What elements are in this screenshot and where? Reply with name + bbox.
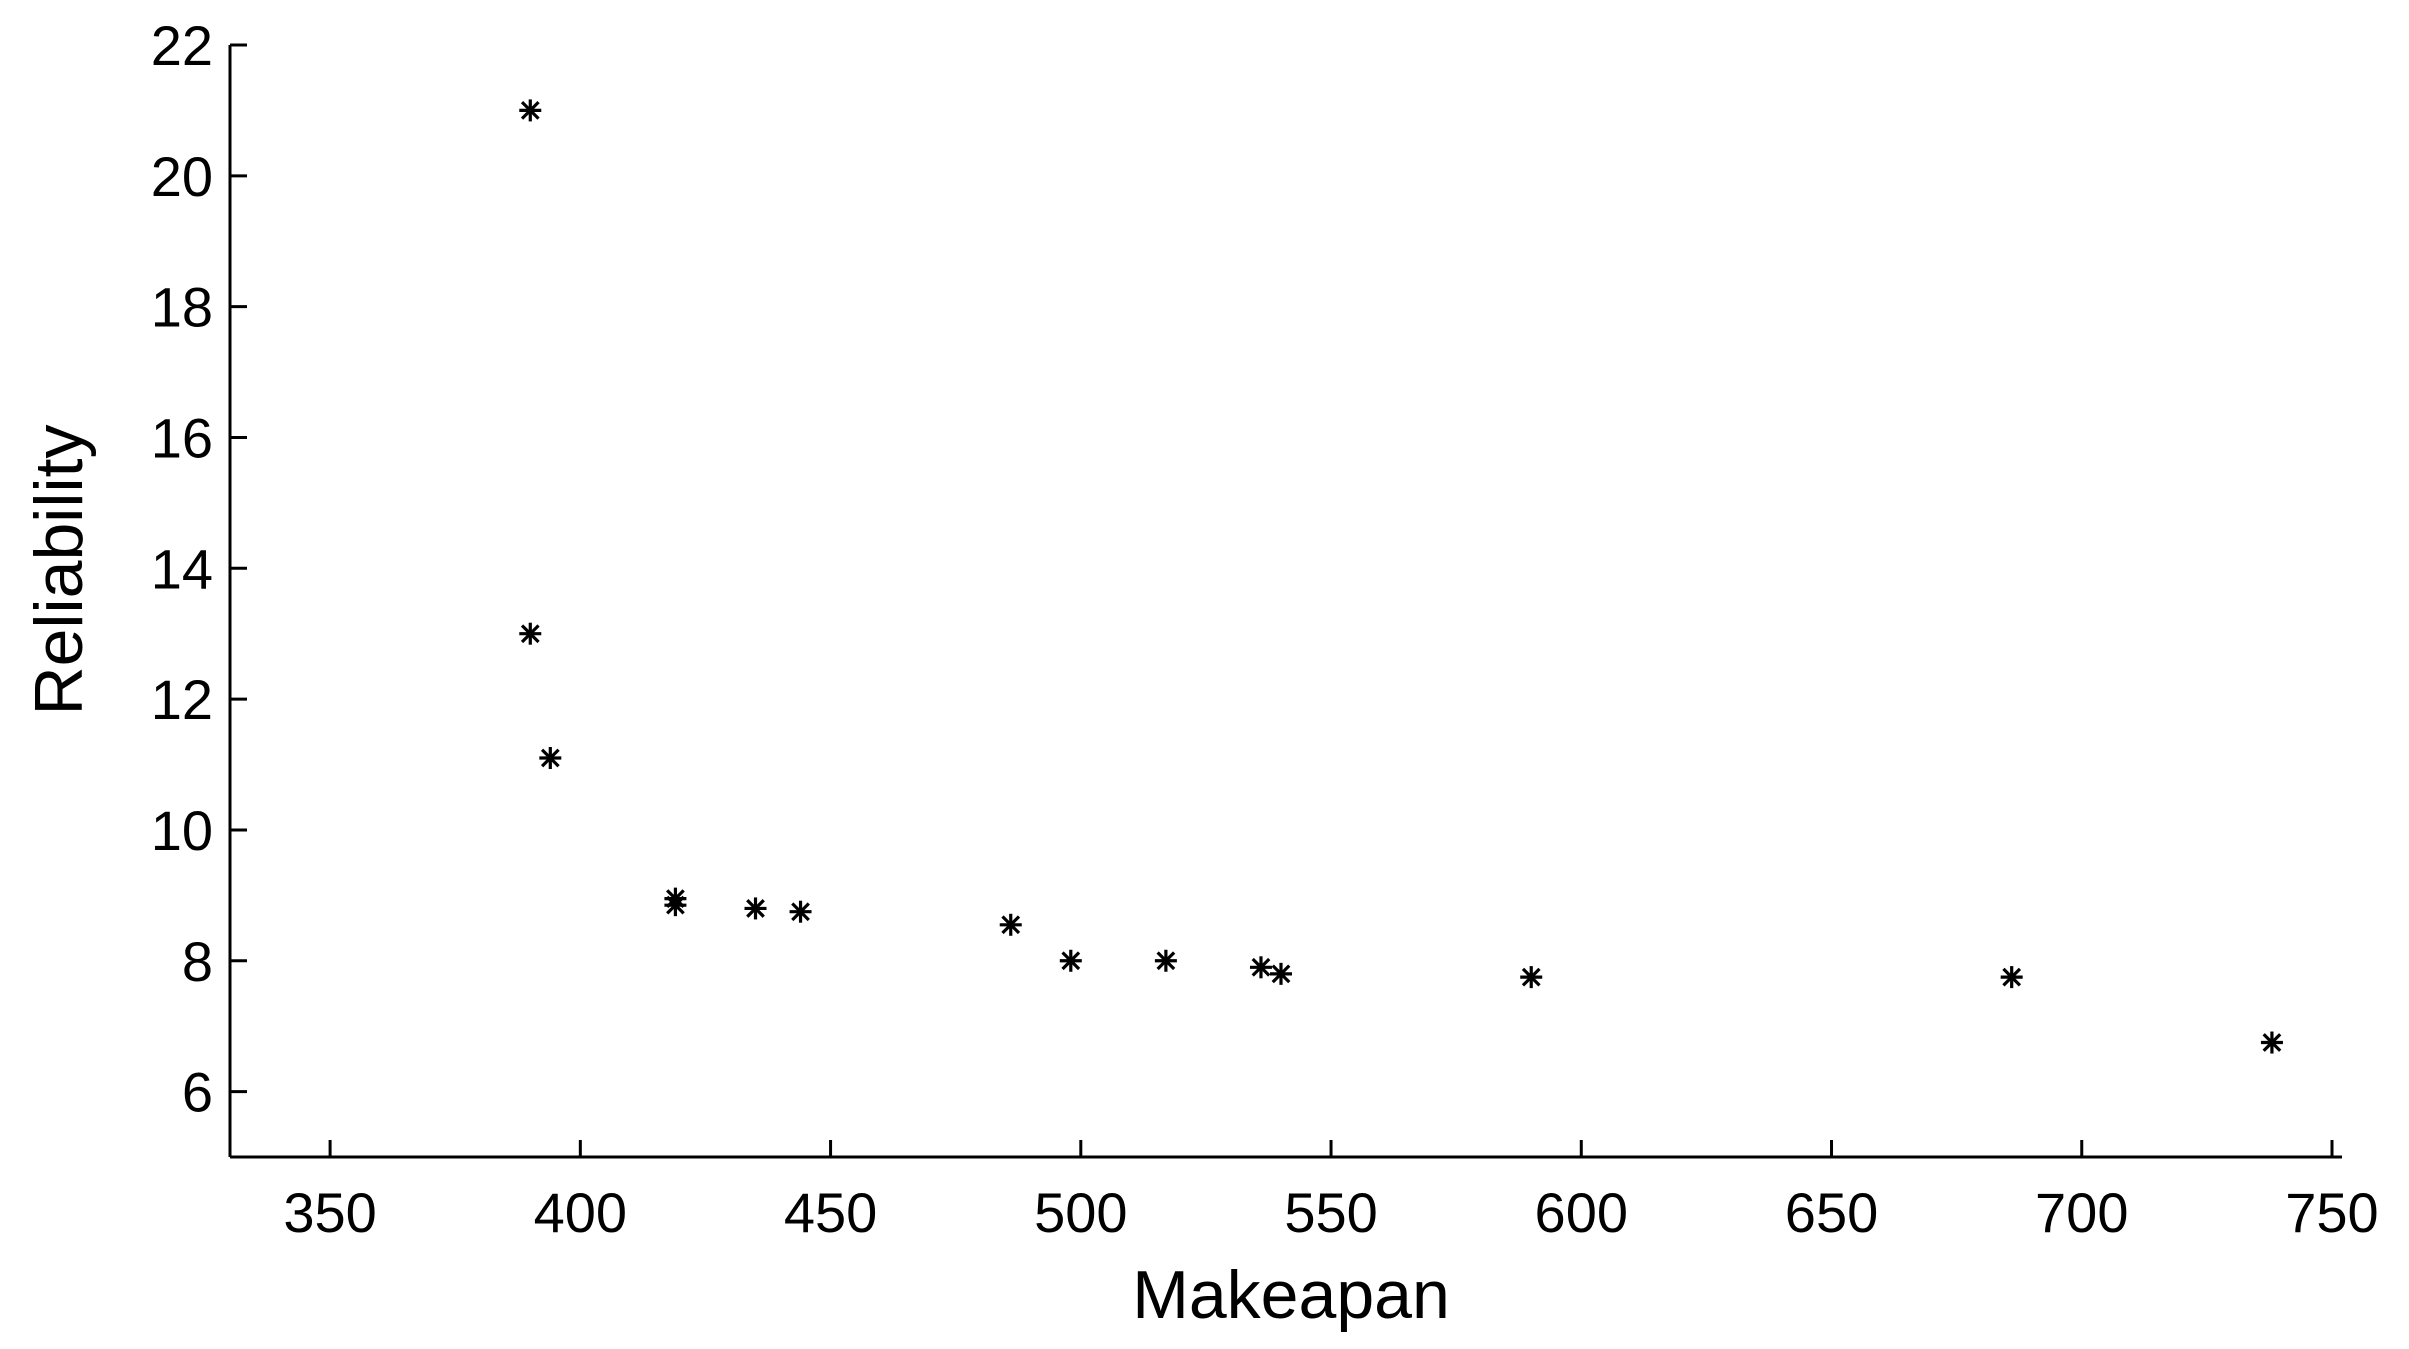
y-tick-label: 18 [151,276,213,339]
x-axis-label: Makeapan [1132,1257,1450,1333]
data-point [1059,949,1082,972]
data-point [664,894,687,917]
x-tick-label: 750 [2285,1181,2378,1244]
x-tick-label: 700 [2035,1181,2128,1244]
axes [228,45,2342,1159]
y-tick-label: 10 [151,799,213,862]
data-point [999,913,1022,936]
x-tick-label: 550 [1284,1181,1377,1244]
x-tick-label: 500 [1034,1181,1127,1244]
x-tick-label: 450 [784,1181,877,1244]
data-points [519,99,2283,1054]
data-point [539,746,562,769]
y-tick-label: 8 [182,930,213,993]
data-point [519,622,542,645]
x-tick-label: 600 [1535,1181,1628,1244]
data-point [519,99,542,122]
x-tick-label: 650 [1785,1181,1878,1244]
y-tick-label: 14 [151,537,213,600]
data-point [1520,966,1543,989]
data-point [1249,956,1272,979]
y-tick-label: 6 [182,1061,213,1124]
data-point [744,897,767,920]
y-tick-label: 22 [151,14,213,77]
x-tick-label: 400 [534,1181,627,1244]
y-tick-label: 20 [151,145,213,208]
y-axis-label: Reliability [21,425,97,716]
x-axis-ticks: 350 400 450 500 550 600 650 700 750 [283,1140,2379,1244]
data-point [2000,966,2023,989]
data-point [789,900,812,923]
y-axis-ticks: 6 8 10 12 14 16 18 20 22 [151,14,247,1124]
data-point [1154,949,1177,972]
data-point [1269,962,1292,985]
x-tick-label: 350 [283,1181,376,1244]
data-point [2260,1031,2283,1054]
y-tick-label: 12 [151,668,213,731]
y-tick-label: 16 [151,406,213,469]
